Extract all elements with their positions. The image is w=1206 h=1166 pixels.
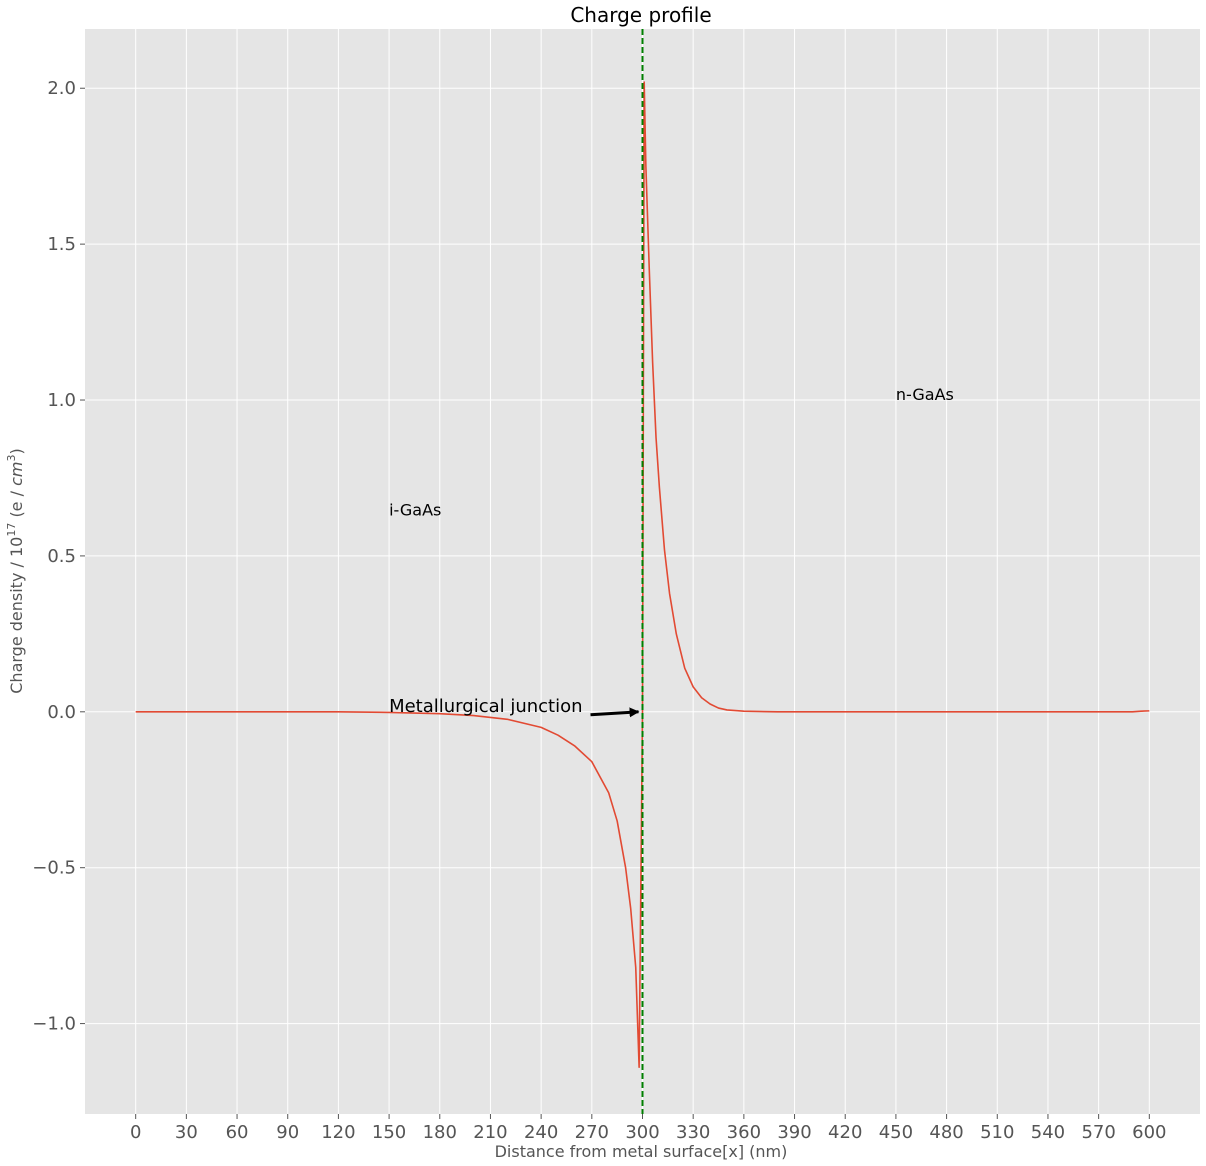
y-tick-label: 1.5: [47, 234, 76, 255]
x-tick-label: 600: [1132, 1122, 1166, 1143]
x-tick-label: 570: [1081, 1122, 1115, 1143]
region-annotation: i-GaAs: [389, 500, 441, 519]
x-tick-label: 360: [727, 1122, 761, 1143]
junction-annotation: Metallurgical junction: [389, 696, 582, 717]
y-tick-labels: −1.0 −0.5 0.0 0.5 1.0 1.5 2.0: [32, 78, 85, 1035]
y-tick-label: 2.0: [47, 78, 76, 99]
x-axis-label: Distance from metal surface[x] (nm): [495, 1142, 788, 1161]
x-tick-label: 210: [473, 1122, 507, 1143]
y-axis-label-main: Charge density / 10: [7, 537, 26, 694]
series-layer: [135, 81, 1150, 1069]
x-tick-label: 270: [575, 1122, 609, 1143]
x-tick-label: 240: [524, 1122, 558, 1143]
y-tick-label: 0.0: [47, 702, 76, 723]
chart-title: Charge profile: [570, 3, 711, 27]
x-tick-label: 150: [372, 1122, 406, 1143]
y-axis-label-close: ): [7, 448, 26, 454]
x-tick-label: 390: [777, 1122, 811, 1143]
x-tick-label: 330: [676, 1122, 710, 1143]
x-tick-label: 450: [879, 1122, 913, 1143]
x-tick-label: 300: [625, 1122, 659, 1143]
junction-arrow: [590, 707, 640, 718]
series-line: [135, 81, 1150, 1069]
y-tick-label: 1.0: [47, 390, 76, 411]
y-axis-label-sup: 17: [5, 523, 18, 537]
y-axis-label-tail: (e /: [7, 486, 26, 523]
x-tick-label: 0: [130, 1122, 141, 1143]
x-tick-label: 540: [1031, 1122, 1065, 1143]
y-axis-label-unit-sup: 3: [5, 455, 18, 462]
y-tick-label: −1.0: [32, 1014, 76, 1035]
x-tick-label: 120: [321, 1122, 355, 1143]
x-tick-label: 510: [980, 1122, 1014, 1143]
x-tick-label: 60: [226, 1122, 249, 1143]
annotations: i-GaAs n-GaAs Metallurgical junction: [389, 385, 954, 718]
y-tick-label: −0.5: [32, 858, 76, 879]
x-tick-labels: 0 30 60 90 120 150 180 210 240 270 300 330 360 390 420…: [130, 1114, 1166, 1143]
y-axis-label: Charge density / 1017 (e / cm3): [5, 448, 26, 693]
x-tick-label: 480: [929, 1122, 963, 1143]
x-tick-label: 180: [423, 1122, 457, 1143]
region-annotation: n-GaAs: [896, 385, 954, 404]
x-tick-label: 30: [175, 1122, 198, 1143]
y-tick-label: 0.5: [47, 546, 76, 567]
x-tick-label: 420: [828, 1122, 862, 1143]
y-axis-label-unit: cm: [7, 462, 26, 486]
x-tick-label: 90: [276, 1122, 299, 1143]
